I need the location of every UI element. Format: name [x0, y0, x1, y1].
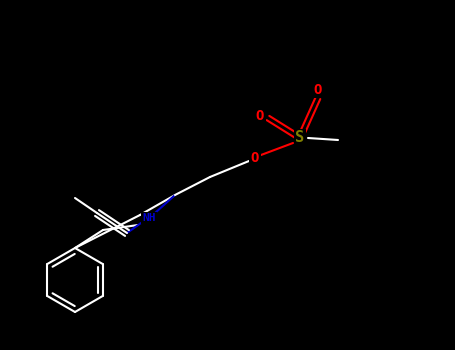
- Text: NH: NH: [142, 213, 156, 223]
- Text: S: S: [295, 131, 304, 146]
- Text: O: O: [314, 83, 322, 97]
- Text: O: O: [251, 151, 259, 165]
- Text: O: O: [256, 109, 264, 123]
